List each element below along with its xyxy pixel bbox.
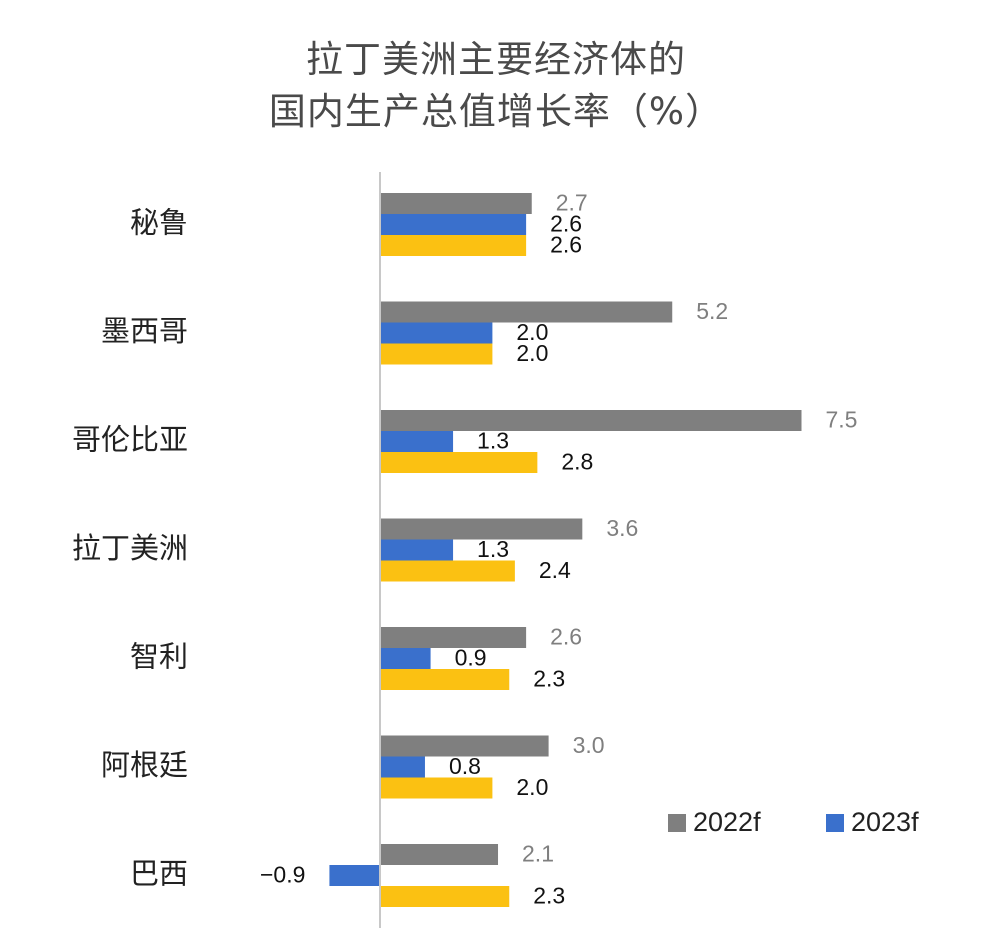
category-label: 秘鲁 bbox=[130, 206, 188, 240]
bar bbox=[380, 452, 538, 473]
bar bbox=[380, 214, 527, 235]
data-label: 2.7 bbox=[556, 190, 588, 216]
data-label: 2.0 bbox=[516, 340, 548, 366]
data-label: 2.6 bbox=[550, 624, 582, 650]
bar bbox=[380, 735, 549, 757]
bar bbox=[380, 777, 493, 799]
bar bbox=[380, 844, 499, 865]
category-label: 哥伦比亚 bbox=[72, 423, 188, 457]
bar bbox=[380, 627, 527, 648]
legend: 2022f 2023f bbox=[668, 807, 919, 837]
data-label: 2.3 bbox=[533, 666, 565, 692]
data-label: 2.0 bbox=[516, 774, 548, 800]
data-label: 2.1 bbox=[522, 841, 554, 867]
bar bbox=[380, 431, 454, 452]
chart-title: 拉丁美洲主要经济体的 国内生产总值增长率（%） bbox=[0, 34, 992, 138]
category-label: 巴西 bbox=[130, 857, 188, 891]
data-label: 2.6 bbox=[550, 211, 582, 237]
legend-label: 2023f bbox=[851, 807, 919, 837]
data-label: 0.8 bbox=[449, 753, 481, 779]
data-label: 3.6 bbox=[606, 515, 638, 541]
legend-label: 2022f bbox=[693, 807, 761, 837]
data-label: 0.9 bbox=[455, 645, 487, 671]
plot-area: 秘鲁2.72.62.6墨西哥5.22.02.0哥伦比亚7.51.32.8拉丁美洲… bbox=[72, 172, 858, 928]
legend-swatch bbox=[668, 814, 686, 832]
bar bbox=[380, 322, 493, 344]
data-label: 2.4 bbox=[539, 557, 571, 583]
bar bbox=[329, 865, 380, 886]
chart-title-line-1: 拉丁美洲主要经济体的 bbox=[306, 38, 686, 81]
data-label: 2.0 bbox=[516, 319, 548, 345]
bar bbox=[380, 193, 532, 214]
bar bbox=[380, 235, 527, 256]
category-label: 智利 bbox=[130, 640, 188, 674]
bar bbox=[380, 518, 583, 540]
data-label: 2.6 bbox=[550, 232, 582, 258]
bar bbox=[380, 756, 425, 778]
bar bbox=[380, 301, 673, 323]
bar bbox=[380, 669, 510, 690]
data-label: 2.3 bbox=[533, 883, 565, 909]
data-label: 3.0 bbox=[573, 732, 605, 758]
bar bbox=[380, 539, 454, 561]
category-label: 拉丁美洲 bbox=[72, 531, 188, 565]
category-label: 墨西哥 bbox=[101, 314, 188, 348]
legend-swatch bbox=[826, 814, 844, 832]
bar bbox=[380, 343, 493, 365]
bar bbox=[380, 886, 510, 907]
data-label: 1.3 bbox=[477, 536, 509, 562]
data-label: 1.3 bbox=[477, 428, 509, 454]
bar bbox=[380, 648, 431, 669]
category-label: 阿根廷 bbox=[101, 748, 188, 782]
bar bbox=[380, 410, 802, 431]
data-label: 2.8 bbox=[561, 449, 593, 475]
data-label: 5.2 bbox=[696, 298, 728, 324]
chart-title-line-2: 国内生产总值增长率（%） bbox=[268, 90, 724, 133]
data-label: −0.9 bbox=[260, 862, 305, 888]
data-label: 7.5 bbox=[826, 407, 858, 433]
bar bbox=[380, 560, 515, 582]
